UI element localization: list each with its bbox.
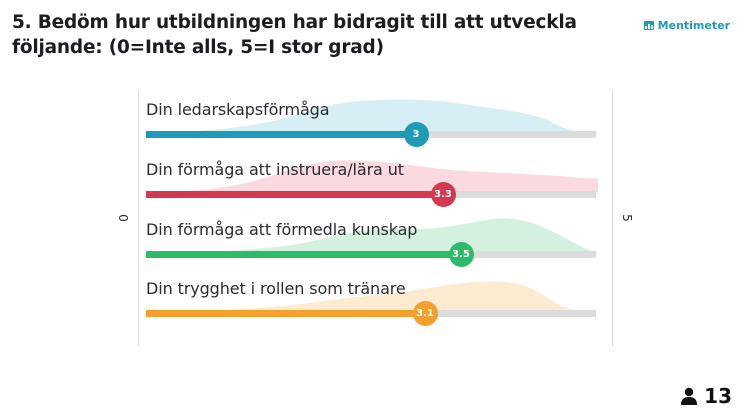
distribution-curve-path [146, 281, 598, 313]
statement-label: Din förmåga att förmedla kunskap [146, 220, 418, 239]
statement-row: Din förmåga att förmedla kunskap 3.5 [146, 209, 598, 267]
average-marker: 3 [403, 122, 429, 147]
average-marker: 3.5 [448, 242, 474, 267]
statement-label: Din trygghet i rollen som tränare [146, 279, 406, 298]
score-bar [146, 310, 425, 317]
score-bar [146, 251, 461, 258]
person-icon [681, 387, 698, 405]
scale-track [146, 310, 596, 317]
distribution-curve [146, 218, 598, 254]
scale-track [146, 131, 596, 138]
respondent-count: 13 [680, 384, 732, 408]
mentimeter-logo: Mentimeter [643, 19, 730, 32]
brand-name: Mentimeter [657, 19, 730, 32]
question-title: 5. Bedöm hur utbildningen har bidragit t… [12, 12, 577, 58]
scale-track [146, 251, 596, 258]
statement-label: Din förmåga att instruera/lära ut [146, 160, 404, 179]
mentimeter-logo-icon [643, 21, 654, 30]
distribution-curve-path [146, 99, 598, 134]
score-bar [146, 131, 416, 138]
statement-row: Din trygghet i rollen som tränare 3.1 [146, 268, 598, 326]
statement-row: Din ledarskapsförmåga 3 [146, 89, 598, 147]
scale-axis-left [138, 90, 139, 346]
average-marker: 3.1 [412, 301, 438, 326]
distribution-curve-path [146, 160, 598, 194]
score-bar [146, 191, 443, 198]
distribution-curve-path [146, 218, 598, 254]
distribution-curve [146, 281, 598, 313]
scale-track [146, 191, 596, 198]
average-marker: 3.3 [430, 182, 456, 207]
distribution-curve [146, 99, 598, 134]
scale-min-label: 0 [116, 214, 130, 222]
statement-label: Din ledarskapsförmåga [146, 100, 330, 119]
scale-max-label: 5 [620, 214, 634, 222]
distribution-curve [146, 160, 598, 194]
respondent-count-value: 13 [704, 384, 732, 408]
statement-row: Din förmåga att instruera/lära ut 3.3 [146, 149, 598, 207]
scale-axis-right [612, 90, 613, 346]
